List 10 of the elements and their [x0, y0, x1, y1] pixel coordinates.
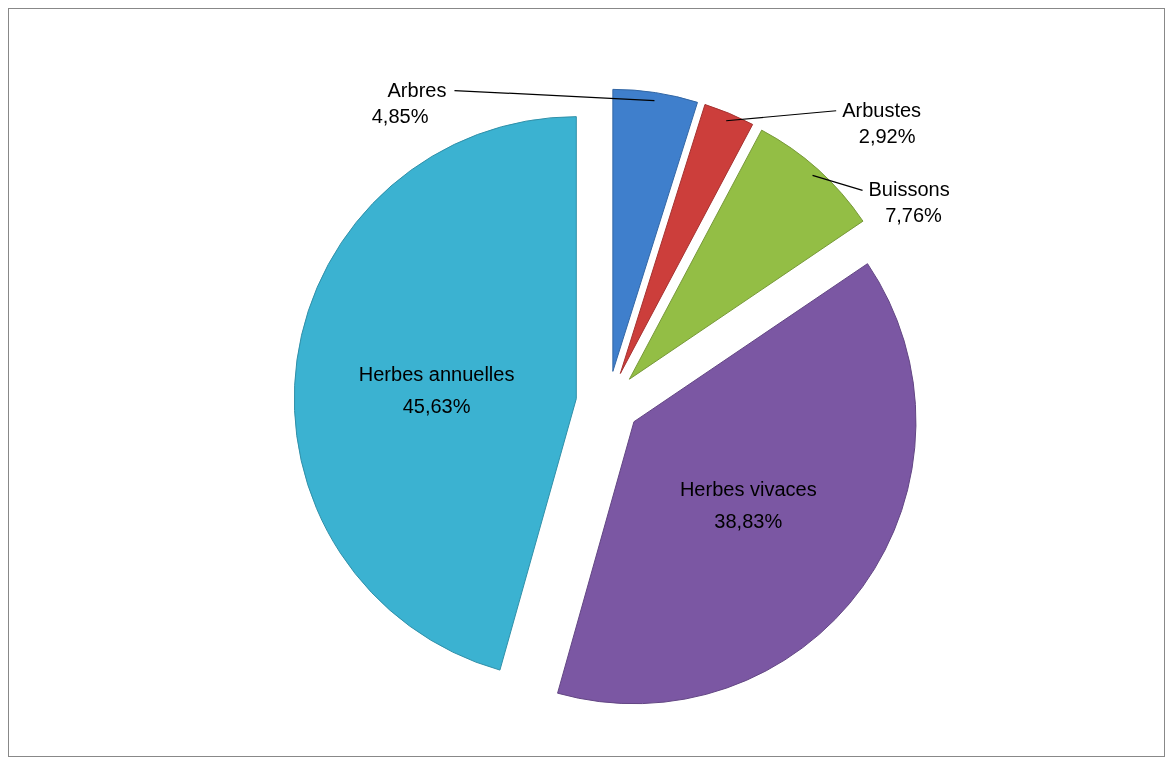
data-label: 4,85%	[371, 104, 429, 127]
slice-label: Herbes annuelles	[358, 363, 515, 386]
data-label: 7,76%	[885, 204, 943, 227]
data-label: 38,83%	[714, 509, 783, 532]
data-label: 2,92%	[858, 124, 916, 147]
slice-label: Herbes vivaces	[679, 477, 817, 500]
slice-label: Arbustes	[842, 98, 922, 121]
slice-label: Arbres	[387, 78, 447, 101]
slice-label: Buissons	[868, 178, 950, 201]
data-label: 45,63%	[402, 395, 471, 418]
